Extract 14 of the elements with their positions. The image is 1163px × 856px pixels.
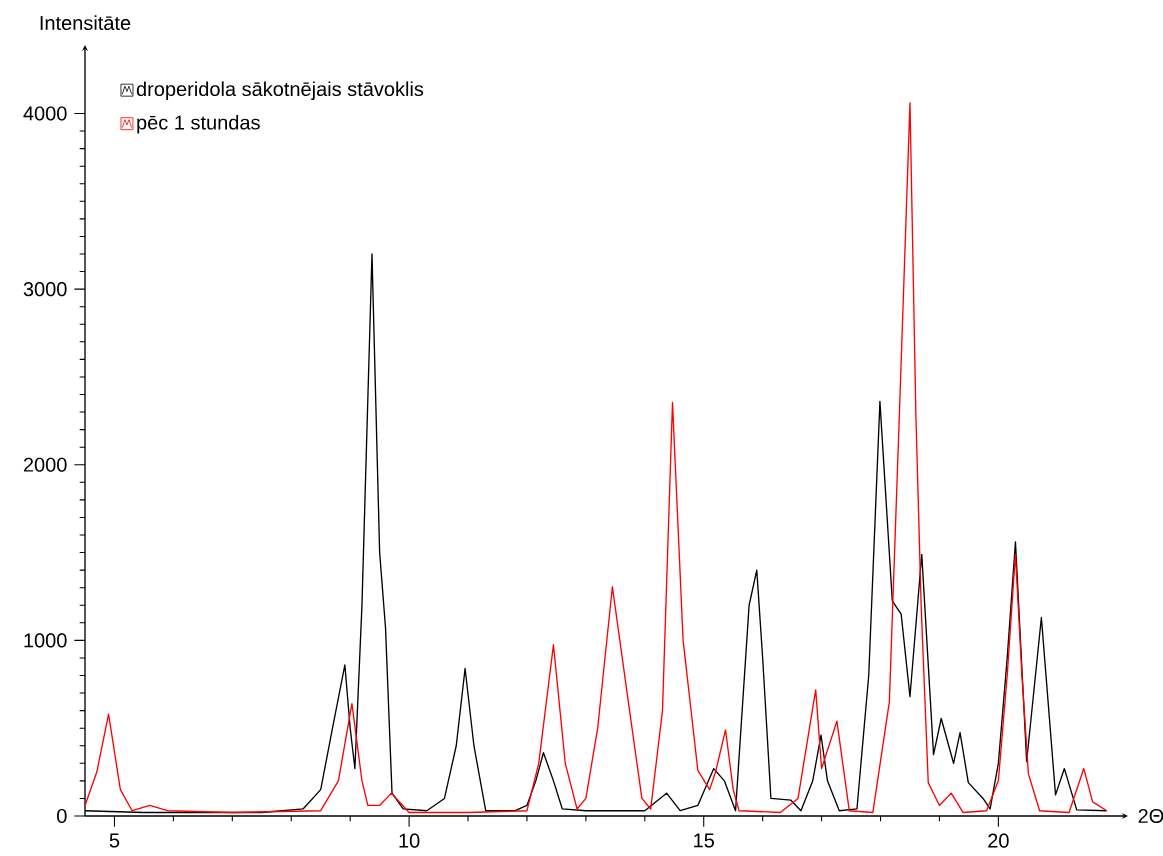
y-tick-label: 2000 (23, 457, 67, 472)
y-axis-title: Intensitāte (40, 15, 131, 31)
y-tick-label: 0 (57, 808, 67, 824)
legend-label: droperidola sākotnējais stāvoklis (136, 81, 424, 101)
x-axis-title: 2Θ (1138, 808, 1163, 824)
y-tick-label: 3000 (23, 282, 67, 297)
x-tick-label: 5 (109, 833, 120, 848)
legend-label: pēc 1 stundas (137, 114, 260, 134)
line-series (84, 102, 1108, 814)
x-tick-label: 15 (694, 833, 715, 848)
y-tick-label: 4000 (23, 106, 67, 121)
y-tick-label: 1000 (24, 633, 67, 648)
x-tick-label: 10 (399, 833, 420, 848)
x-tick-label: 20 (988, 833, 1009, 848)
